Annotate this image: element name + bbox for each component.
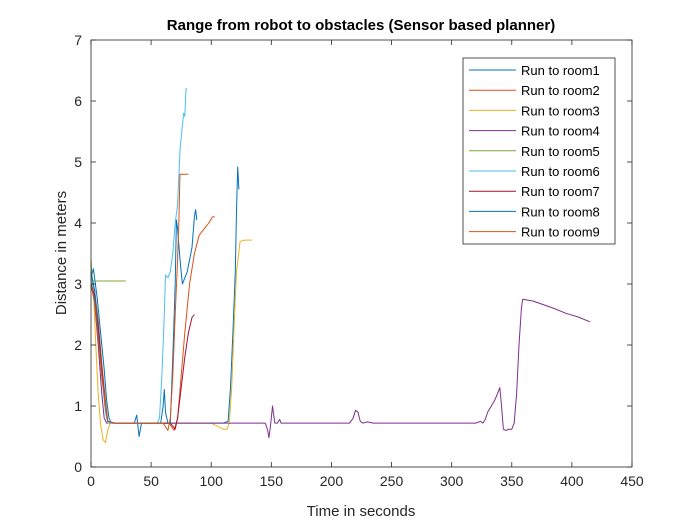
- legend-label-6: Run to room6: [521, 164, 600, 179]
- series-line-4: [90, 283, 591, 439]
- x-tick-label: 200: [320, 473, 344, 489]
- x-axis-ticks: 0 50 100 150 200 250 300 350 400 450: [87, 40, 644, 489]
- axes-box: [90, 39, 633, 468]
- legend-label-3: Run to room3: [521, 103, 600, 118]
- y-tick-label: 0: [74, 459, 82, 475]
- x-tick-label: 150: [260, 473, 284, 489]
- x-tick-label: 400: [560, 473, 584, 489]
- x-tick-label: 300: [440, 473, 464, 489]
- legend-label-4: Run to room4: [521, 124, 600, 139]
- legend-label-1: Run to room1: [521, 63, 600, 78]
- x-axis-label: Time in seconds: [307, 503, 416, 520]
- legend-items: Run to room1 Run to room2 Run to room3 Run …: [469, 63, 600, 240]
- x-tick-label: 350: [500, 473, 524, 489]
- legend-label-5: Run to room5: [521, 144, 600, 159]
- x-tick-label: 0: [87, 473, 95, 489]
- legend-label-7: Run to room7: [521, 184, 600, 199]
- series-lines: [90, 88, 591, 444]
- series-line-9: [90, 173, 189, 431]
- y-tick-label: 4: [74, 215, 82, 231]
- x-tick-label: 250: [380, 473, 404, 489]
- legend-label-9: Run to room9: [521, 225, 600, 240]
- chart-title: Range from robot to obstacles (Sensor ba…: [167, 17, 555, 34]
- legend-label-8: Run to room8: [521, 204, 600, 219]
- y-axis-ticks: 0 1 2 3 4 5 6 7: [74, 32, 632, 475]
- x-tick-label: 100: [200, 473, 224, 489]
- legend[interactable]: Run to room1 Run to room2 Run to room3 Run …: [462, 57, 616, 245]
- y-tick-label: 3: [74, 276, 82, 292]
- y-tick-label: 1: [74, 398, 82, 414]
- y-axis-label: Distance in meters: [53, 191, 70, 315]
- series-line-6: [90, 88, 188, 424]
- x-tick-label: 450: [620, 473, 644, 489]
- y-tick-label: 6: [74, 93, 82, 109]
- y-tick-label: 2: [74, 337, 82, 353]
- axes: [90, 39, 633, 468]
- legend-label-2: Run to room2: [521, 83, 600, 98]
- y-tick-label: 5: [74, 154, 82, 170]
- y-tick-label: 7: [74, 32, 82, 48]
- x-tick-label: 50: [143, 473, 159, 489]
